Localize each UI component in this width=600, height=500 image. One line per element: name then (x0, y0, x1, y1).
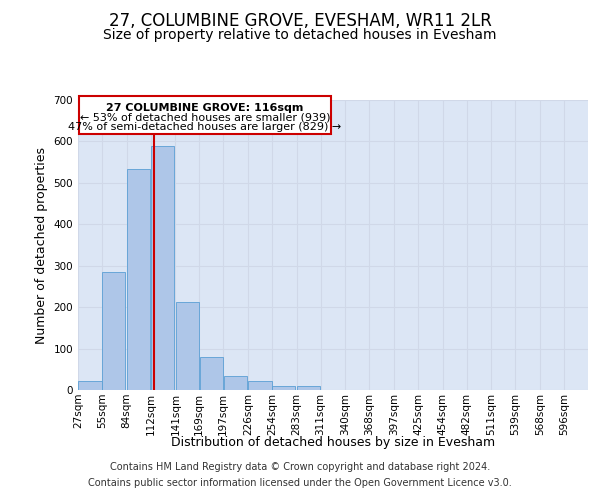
Bar (248, 381, 272, 390)
Bar (224, 376, 247, 390)
Text: 27 COLUMBINE GROVE: 116sqm: 27 COLUMBINE GROVE: 116sqm (106, 104, 304, 114)
Text: Distribution of detached houses by size in Evesham: Distribution of detached houses by size … (171, 436, 495, 449)
Bar (102, 272, 125, 390)
Bar (176, 302, 199, 390)
Text: 27, COLUMBINE GROVE, EVESHAM, WR11 2LR: 27, COLUMBINE GROVE, EVESHAM, WR11 2LR (109, 12, 491, 30)
Text: 47% of semi-detached houses are larger (829) →: 47% of semi-detached houses are larger (… (68, 122, 341, 132)
Y-axis label: Number of detached properties: Number of detached properties (35, 146, 48, 344)
Bar (79, 381, 101, 390)
Text: Contains HM Land Registry data © Crown copyright and database right 2024.: Contains HM Land Registry data © Crown c… (110, 462, 490, 472)
Bar (297, 386, 320, 390)
Text: Contains public sector information licensed under the Open Government Licence v3: Contains public sector information licen… (88, 478, 512, 488)
Text: Size of property relative to detached houses in Evesham: Size of property relative to detached ho… (103, 28, 497, 42)
Text: ← 53% of detached houses are smaller (939): ← 53% of detached houses are smaller (93… (80, 112, 330, 122)
Bar (200, 358, 223, 390)
FancyBboxPatch shape (79, 96, 331, 134)
Bar (127, 169, 150, 390)
Bar (272, 386, 295, 390)
Bar (151, 146, 174, 390)
